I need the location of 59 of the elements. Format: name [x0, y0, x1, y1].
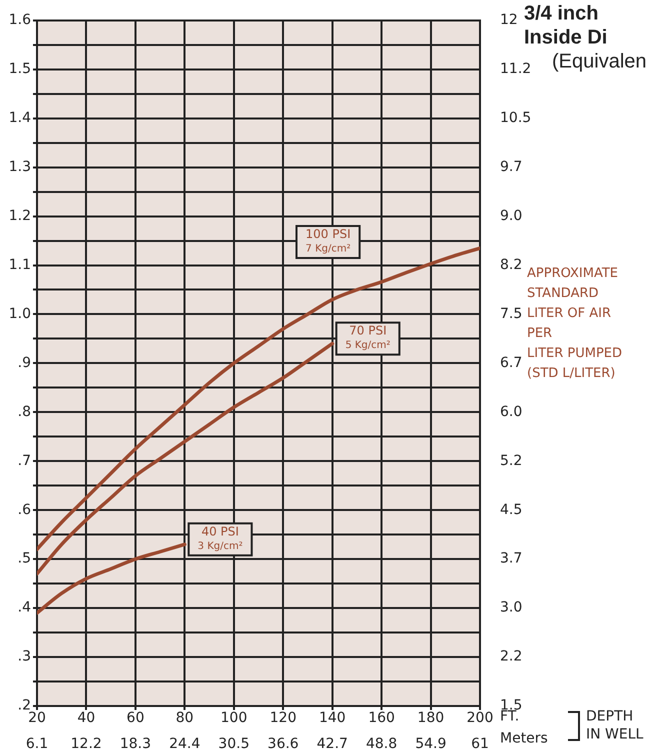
y2-tick-label: 5.2: [500, 452, 522, 469]
series-label: 40 PSI 3 Kg/cm²: [198, 524, 243, 552]
x-tick-label: 100: [220, 710, 248, 726]
y-tick-label: 1.2: [8, 208, 31, 224]
y-tick-label: .4: [18, 600, 32, 616]
x2-tick-label: 12.2: [70, 736, 102, 750]
text: DEPTH IN WELL: [586, 708, 644, 743]
y2-tick-label: 12: [500, 12, 518, 28]
x2-tick-label: 48.8: [366, 736, 398, 750]
x2-tick-label: 54.9: [415, 736, 446, 750]
y2-tick-label: 9.7: [500, 158, 522, 175]
y2-tick-label: 6.7: [500, 354, 522, 371]
x2-tick-label: 6.1: [26, 736, 48, 750]
x-tick-label: 180: [417, 710, 444, 726]
text: 100 PSI 7 Kg/cm²: [305, 227, 351, 255]
x-tick-label: 140: [318, 710, 346, 726]
x-tick-label: 40: [77, 710, 96, 726]
y2-tick-label: 8.2: [500, 256, 522, 273]
x-tick-label: 20: [28, 710, 46, 726]
x-tick-label: 120: [270, 710, 296, 726]
y-tick-label: .3: [18, 648, 31, 665]
y2-tick-label: 3.0: [500, 600, 522, 616]
x2-tick-label: 24.4: [169, 736, 200, 750]
y-tick-label: 1.1: [8, 256, 31, 273]
y-tick-label: 1.5: [8, 61, 31, 78]
line-series: [37, 246, 480, 552]
y-tick-label: .6: [18, 502, 32, 518]
y-tick-label: 1.4: [8, 110, 32, 126]
y-tick-label: 1.3: [8, 158, 31, 175]
x-tick-label: 200: [466, 710, 494, 726]
x-tick-label: 60: [126, 710, 144, 726]
x2-tick-label: 61: [471, 736, 489, 750]
y-tick-label: .9: [18, 354, 31, 371]
y2-tick-label: 10.5: [500, 110, 532, 126]
text: 3/4 inch Inside Di: [524, 2, 608, 49]
x2-axis-title: Meters: [500, 730, 548, 747]
y-tick-label: .8: [18, 404, 31, 420]
x2-tick-label: 18.3: [120, 736, 152, 750]
y-tick-label: 1.0: [8, 306, 31, 322]
x2-tick-label: 30.5: [218, 736, 250, 750]
y-tick-label: .5: [18, 550, 31, 567]
y2-tick-label: 2.2: [500, 648, 522, 665]
y2-tick-label: 3.7: [500, 550, 522, 567]
line-series: [37, 542, 186, 615]
y2-tick-label: 7.5: [500, 306, 522, 322]
y-tick-label: .7: [18, 452, 31, 469]
y2-tick-label: 4.5: [500, 502, 522, 518]
x2-tick-label: 36.6: [268, 736, 299, 750]
y2-tick-label: 11.2: [500, 61, 532, 78]
x-tick-label: 160: [368, 710, 395, 726]
line-series: [37, 342, 334, 576]
y2-tick-label: 9.0: [500, 208, 522, 224]
series-label: 70 PSI 5 Kg/cm²: [345, 324, 390, 352]
y-tick-label: 1.6: [8, 12, 32, 28]
y2-axis-title: APPROXIMATE STANDARD LITER OF AIR PER LITER PUMPED (STD L/LITER): [527, 266, 622, 382]
x2-tick-label: 42.7: [316, 736, 348, 750]
x-tick-label: 80: [176, 710, 194, 726]
text: (Equivalen: [552, 50, 647, 73]
y2-tick-label: 6.0: [500, 404, 522, 420]
